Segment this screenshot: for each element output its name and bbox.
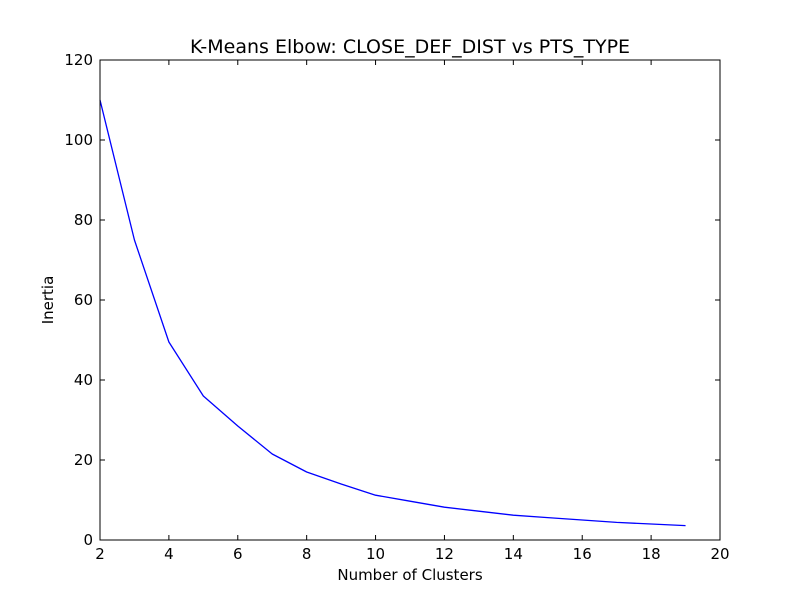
x-tick-label: 4: [164, 545, 174, 563]
y-tick-label: 80: [74, 211, 93, 229]
y-axis-label: Inertia: [39, 276, 57, 325]
y-tick-label: 20: [74, 451, 93, 469]
x-tick-label: 8: [302, 545, 312, 563]
chart-title: K-Means Elbow: CLOSE_DEF_DIST vs PTS_TYP…: [190, 36, 630, 58]
x-tick-label: 20: [710, 545, 729, 563]
x-axis-label: Number of Clusters: [337, 566, 482, 584]
x-tick-label: 16: [573, 545, 592, 563]
y-tick-label: 60: [74, 291, 93, 309]
x-tick-label: 10: [366, 545, 385, 563]
y-tick-label: 120: [64, 51, 93, 69]
x-tick-label: 12: [435, 545, 454, 563]
x-tick-label: 18: [642, 545, 661, 563]
x-tick-label: 2: [95, 545, 105, 563]
y-tick-label: 0: [83, 531, 93, 549]
series-line: [99, 99, 686, 527]
x-tick-label: 14: [504, 545, 523, 563]
plot-frame: [99, 59, 721, 541]
plot-area: 2 4 6 8 10 12 14 16 18 20 0 20 40 60 80 100 120: [64, 51, 729, 563]
y-tick-label: 100: [64, 131, 93, 149]
x-tick-label: 6: [233, 545, 243, 563]
y-tick-label: 40: [74, 371, 93, 389]
